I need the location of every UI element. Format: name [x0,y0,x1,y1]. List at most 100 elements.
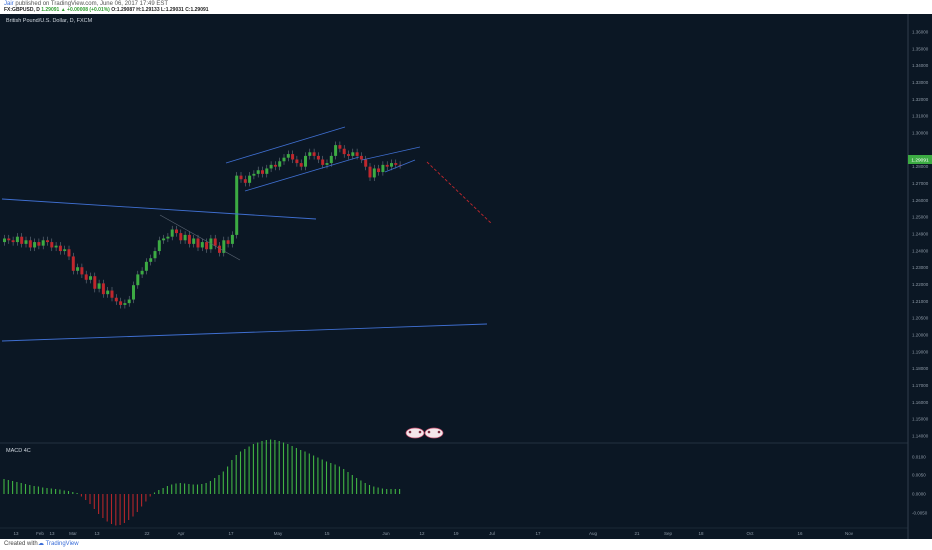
candle[interactable] [282,154,286,165]
candle[interactable] [89,272,92,284]
candle[interactable] [342,145,346,158]
flag-line[interactable] [159,214,241,261]
candle[interactable] [101,279,105,298]
candle[interactable] [308,148,312,160]
candle[interactable] [304,152,307,171]
candle[interactable] [334,141,338,160]
candle[interactable] [15,233,19,246]
candle[interactable] [166,233,170,243]
candle[interactable] [71,252,75,275]
candle[interactable] [394,159,398,169]
candle[interactable] [218,242,221,257]
event-markers[interactable] [405,427,444,439]
candle[interactable] [170,225,174,241]
candle[interactable] [63,245,67,255]
candle[interactable] [390,159,393,171]
candle[interactable] [7,234,11,244]
wedge-upper-line[interactable] [361,146,421,161]
candle[interactable] [76,263,80,275]
candle[interactable] [187,231,191,248]
candle[interactable] [20,233,24,248]
candle[interactable] [93,272,97,293]
candle[interactable] [256,166,260,178]
candle[interactable] [398,161,402,169]
candle[interactable] [295,155,299,167]
candle[interactable] [33,238,37,252]
candle[interactable] [132,281,135,304]
candle[interactable] [368,163,372,182]
candle[interactable] [261,166,264,178]
candle[interactable] [24,236,28,248]
candle[interactable] [153,247,157,262]
channel-upper-line[interactable] [225,126,346,164]
candle[interactable] [119,297,123,309]
candle[interactable] [273,161,277,171]
candle[interactable] [58,242,62,255]
candle[interactable] [183,231,187,244]
candle[interactable] [192,234,196,248]
candle[interactable] [97,279,101,293]
candle[interactable] [41,236,45,250]
candle[interactable] [312,148,316,160]
candle[interactable] [37,238,41,250]
candle[interactable] [144,258,148,275]
candle[interactable] [329,152,333,167]
candle[interactable] [157,236,161,255]
candle[interactable] [127,295,131,307]
candle[interactable] [364,155,368,171]
candle[interactable] [377,164,381,176]
candle[interactable] [50,238,54,252]
candle[interactable] [248,172,252,187]
candle[interactable] [325,159,329,169]
candle[interactable] [239,172,243,183]
tradingview-logo[interactable]: ☁ TradingView [38,540,79,547]
candle[interactable] [162,234,166,244]
candle[interactable] [149,254,153,266]
candle[interactable] [175,225,178,237]
trendline-support[interactable] [1,323,488,342]
candle[interactable] [372,164,376,182]
candle[interactable] [385,161,389,171]
candle[interactable] [114,294,118,305]
candle[interactable] [28,236,32,252]
candle[interactable] [269,161,273,173]
candle[interactable] [359,152,363,164]
author-link[interactable]: Jair [4,1,14,7]
candle[interactable] [347,150,350,160]
candle[interactable] [123,299,127,309]
candle[interactable] [286,150,290,162]
candle[interactable] [226,236,230,248]
candle[interactable] [179,229,183,244]
candle[interactable] [243,175,247,187]
candle[interactable] [67,245,71,261]
candle[interactable] [200,238,204,252]
candle[interactable] [46,236,49,246]
forecast-arrow[interactable] [426,161,493,225]
candle[interactable] [110,286,114,302]
candle[interactable] [3,234,6,246]
candle[interactable] [338,141,342,153]
trendline-resistance[interactable] [1,198,317,220]
candle[interactable] [299,159,303,171]
candle[interactable] [196,234,200,252]
candle[interactable] [381,161,385,176]
wedge-lower-line[interactable] [384,159,416,173]
candle[interactable] [80,263,84,278]
candle[interactable] [140,267,144,278]
candle[interactable] [106,286,110,298]
candle[interactable] [321,155,325,169]
candle[interactable] [11,236,15,246]
candle[interactable] [278,157,282,171]
candle[interactable] [265,164,269,178]
candle[interactable] [54,242,58,252]
candle[interactable] [213,234,217,250]
candle[interactable] [316,152,320,164]
candle[interactable] [84,270,88,284]
candle[interactable] [252,170,256,180]
channel-lower-line[interactable] [244,156,360,192]
candle[interactable] [222,236,226,257]
candle[interactable] [230,231,234,248]
candle[interactable] [235,172,239,239]
candle[interactable] [291,150,295,164]
